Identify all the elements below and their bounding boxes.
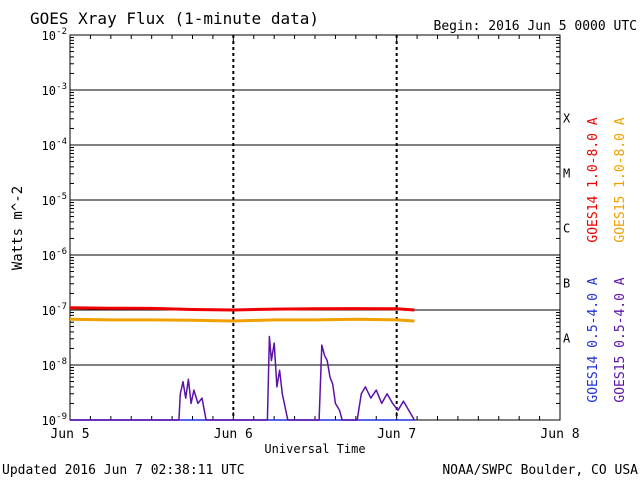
y-tick-label: 10 (42, 84, 56, 98)
y-tick-exponent: -7 (56, 302, 67, 312)
x-tick-label: Jun 7 (377, 427, 416, 442)
plot-frame (69, 34, 561, 421)
flare-class-label: A (563, 332, 571, 346)
x-axis-label: Universal Time (264, 442, 365, 456)
flare-class-label: C (563, 222, 570, 236)
series-line (69, 306, 415, 312)
y-tick-exponent: -8 (56, 357, 67, 367)
y-tick-exponent: -9 (56, 412, 67, 422)
credit: NOAA/SWPC Boulder, CO USA (442, 463, 638, 478)
y-tick-label: 10 (42, 194, 56, 208)
flare-class-label: M (563, 167, 570, 181)
y-tick-label: 10 (42, 359, 56, 373)
series-line (70, 335, 416, 421)
flare-class-label: X (563, 112, 571, 126)
y-tick-label: 10 (42, 414, 56, 428)
legend-entry: GOES15 0.5-4.0 A (613, 277, 628, 402)
y-tick-exponent: -4 (56, 137, 67, 147)
y-axis-label: Watts m^-2 (10, 186, 26, 270)
legend-entry: GOES15 1.0-8.0 A (613, 117, 628, 242)
flare-class-label: B (563, 277, 570, 291)
y-tick-label: 10 (42, 249, 56, 263)
legend-entry: GOES14 0.5-4.0 A (586, 277, 601, 402)
y-tick-exponent: -2 (56, 27, 67, 37)
y-tick-label: 10 (42, 29, 56, 43)
y-tick-label: 10 (42, 139, 56, 153)
series-line (69, 317, 415, 323)
y-tick-exponent: -6 (56, 247, 67, 257)
y-tick-exponent: -5 (56, 192, 67, 202)
begin-time: Begin: 2016 Jun 5 0000 UTC (434, 19, 638, 34)
updated-time: Updated 2016 Jun 7 02:38:11 UTC (2, 463, 245, 478)
legend-entry: GOES14 1.0-8.0 A (586, 117, 601, 242)
x-tick-label: Jun 8 (540, 427, 579, 442)
y-tick-label: 10 (42, 304, 56, 318)
y-tick-exponent: -3 (56, 82, 67, 92)
chart-title: GOES Xray Flux (1-minute data) (30, 9, 319, 28)
x-tick-label: Jun 6 (214, 427, 253, 442)
x-tick-label: Jun 5 (50, 427, 89, 442)
